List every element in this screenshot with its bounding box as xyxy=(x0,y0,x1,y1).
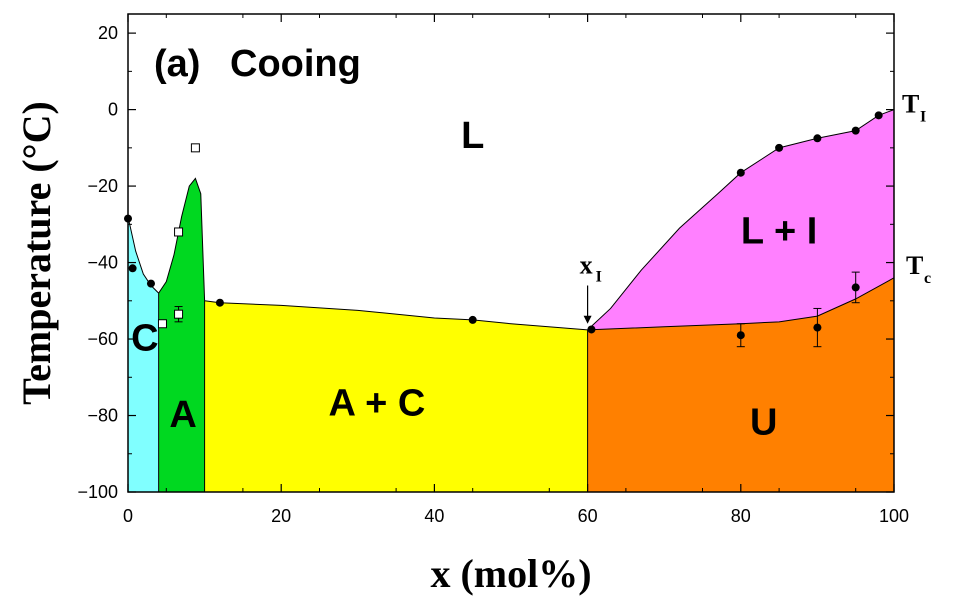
x-i-subscript: I xyxy=(596,269,602,286)
data-point-filled xyxy=(813,134,822,143)
region-label-a: A xyxy=(169,394,196,436)
phase-regions xyxy=(128,109,894,492)
region-labels: CA A + C U L + I L xyxy=(131,115,817,444)
region-a xyxy=(158,178,205,492)
x-i-main: x xyxy=(580,251,593,280)
t-i-subscript: I xyxy=(920,109,926,126)
x-axis-title: x (mol%) xyxy=(430,551,591,596)
region-label-a-c: A + C xyxy=(329,383,426,425)
region-label-l-i: L + I xyxy=(741,210,817,252)
data-point-filled xyxy=(851,283,860,292)
region-l-plus-i xyxy=(587,109,894,330)
data-point-filled xyxy=(468,315,477,324)
y-axis-title: Temperature (°C) xyxy=(14,101,59,405)
panel-label: (a) xyxy=(154,43,200,85)
data-point-filled xyxy=(146,279,155,288)
data-point-open-square xyxy=(174,227,184,237)
x-i-arrowhead xyxy=(583,315,592,324)
t-c-subscript: c xyxy=(924,270,931,287)
data-point-filled xyxy=(851,126,860,135)
x-tick-label: 20 xyxy=(271,506,291,526)
data-point-filled xyxy=(874,111,883,120)
y-tick-label: −40 xyxy=(87,253,118,273)
annotation-t-c: T c xyxy=(906,251,931,287)
y-tick-label: 20 xyxy=(98,23,118,43)
data-point-filled xyxy=(215,298,224,307)
x-tick-label: 80 xyxy=(731,506,751,526)
data-points xyxy=(124,111,883,348)
y-tick-label: −100 xyxy=(77,482,118,502)
data-point-filled xyxy=(128,264,137,273)
data-point-open-square xyxy=(157,319,167,329)
y-tick-label: −80 xyxy=(87,406,118,426)
data-point-open-square xyxy=(174,309,184,319)
chart-title: Cooing xyxy=(230,43,361,85)
region-label-c: C xyxy=(131,318,158,360)
plot-frame xyxy=(127,13,895,493)
data-point-filled xyxy=(775,143,784,152)
region-label-u: U xyxy=(750,402,777,444)
x-tick-label: 40 xyxy=(424,506,444,526)
data-point-open-square xyxy=(190,143,200,153)
t-c-main: T xyxy=(906,251,923,280)
annotation-t-i: T I xyxy=(902,90,926,126)
boundary-eutectic-line xyxy=(204,300,588,331)
y-tick-label: 0 xyxy=(108,100,118,120)
y-tick-label: −60 xyxy=(87,329,118,349)
x-tick-label: 0 xyxy=(123,506,133,526)
axis-ticks: 0 20 40 60 80 100 20 0 −20 −40 −60 −80 −100 xyxy=(77,14,909,526)
data-point-filled xyxy=(736,168,745,177)
region-label-l: L xyxy=(461,115,484,157)
data-point-filled xyxy=(736,331,745,340)
boundary-liquidus-A xyxy=(158,177,206,301)
data-point-filled xyxy=(813,323,822,332)
x-tick-label: 60 xyxy=(578,506,598,526)
annotation-x-i: x I xyxy=(580,251,602,324)
data-point-filled xyxy=(587,325,596,334)
boundary-liquidus-C xyxy=(127,216,159,294)
t-i-main: T xyxy=(902,90,919,119)
y-tick-label: −20 xyxy=(87,176,118,196)
region-a-plus-c xyxy=(204,300,588,492)
x-tick-label: 100 xyxy=(879,506,909,526)
